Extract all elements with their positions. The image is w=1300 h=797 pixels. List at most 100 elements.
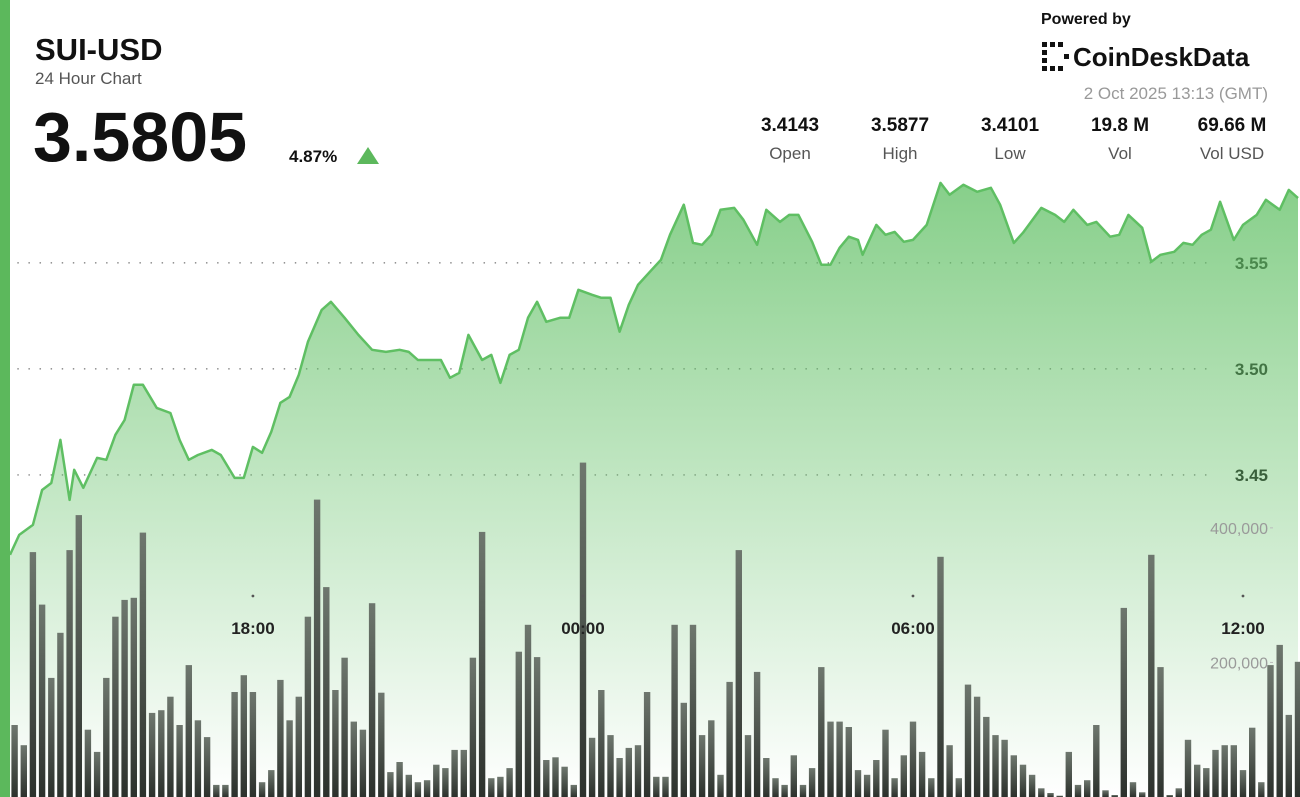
volume-bar [268, 770, 275, 797]
volume-bar [84, 729, 92, 797]
volume-bar [873, 760, 880, 797]
volume-bar [818, 667, 825, 797]
stat-label: Vol USD [1200, 144, 1264, 163]
volume-bar [909, 721, 917, 797]
volume-bar [304, 616, 312, 797]
title: SUI-USD [35, 32, 162, 67]
timestamp: 2 Oct 2025 13:13 (GMT) [1084, 84, 1268, 103]
change: 4.87% [289, 147, 337, 166]
volume-bar [900, 755, 907, 797]
stat-label: High [883, 144, 918, 163]
volume-bar [1120, 607, 1127, 797]
volume-bar [1221, 745, 1228, 797]
volume-bar [130, 597, 137, 797]
volume-bar [313, 499, 321, 797]
volume-bar [203, 737, 211, 797]
volume-bar [57, 632, 64, 797]
stat-value: 3.4143 [761, 115, 819, 136]
volume-bar [1065, 751, 1072, 797]
volume-bar [423, 780, 431, 797]
volume-bar [653, 776, 660, 797]
volume-bar [790, 755, 797, 797]
volume-bar [139, 532, 147, 797]
volume-bar [1184, 739, 1192, 797]
volume-bar [524, 624, 532, 797]
volume-bar [543, 760, 550, 797]
volume-bar [396, 762, 403, 797]
volume-tick-label: 400,000 [1210, 521, 1268, 538]
volume-bar [359, 729, 367, 797]
volume-bar [863, 774, 871, 797]
volume-bar [763, 758, 770, 797]
volume-bar [937, 556, 944, 797]
volume-bar [1294, 661, 1300, 797]
volume-bar [671, 624, 678, 797]
volume-bar [460, 749, 467, 797]
volume-bar [1019, 764, 1027, 797]
brand: CoinDeskData [1073, 42, 1250, 72]
volume-bar [368, 603, 376, 797]
volume-bar [1074, 784, 1082, 797]
volume-bar [1166, 795, 1173, 797]
volume-bar [1102, 790, 1109, 797]
volume-bar [973, 696, 981, 797]
volume-bar [1267, 665, 1274, 797]
volume-bar [442, 768, 449, 797]
stat-value: 3.4101 [981, 115, 1040, 136]
volume-bar [882, 729, 889, 797]
stats: 3.4143 Open 3.5877 High 3.4101 Low 19.8 M Vol 69… [761, 115, 1266, 163]
x-tick-label: 18:00 [231, 619, 274, 638]
volume-bar [277, 679, 284, 797]
volume-bar [433, 764, 440, 797]
volume-bar [1285, 714, 1292, 797]
volume-bar [1084, 780, 1091, 797]
volume-bar [1093, 725, 1100, 797]
volume-bar [708, 720, 715, 797]
volume-bar [478, 531, 486, 797]
price-line [8, 181, 1299, 556]
volume-bar [148, 712, 156, 797]
x-tick-mark [911, 594, 915, 598]
stat-label: Vol [1108, 144, 1132, 163]
volume-bar [662, 776, 669, 797]
volume-bar [1249, 727, 1256, 797]
volume-bar [625, 747, 632, 797]
volume-bar [891, 778, 898, 797]
volume-bar [506, 768, 513, 797]
volume-bar [827, 721, 834, 797]
volume-bar [378, 692, 385, 797]
volume-bar [249, 692, 257, 797]
volume-bar [240, 675, 247, 797]
volume-bar [414, 782, 422, 797]
volume-bar [1276, 644, 1283, 797]
volume-bar [735, 550, 742, 797]
subtitle: 24 Hour Chart [35, 69, 142, 88]
volume-bar [48, 677, 55, 797]
up-arrow [357, 147, 379, 164]
volume-bar [66, 550, 73, 797]
powered-by: Powered by [1041, 11, 1131, 28]
volume-bar [515, 651, 522, 797]
volume-bar [20, 745, 27, 797]
volume-bar [488, 778, 495, 797]
volume-bar [643, 692, 651, 797]
x-tick-mark [251, 594, 255, 598]
stat-value: 3.5877 [871, 115, 929, 136]
volume-bar [167, 696, 174, 797]
volume-bar [552, 757, 559, 797]
volume-bar [11, 725, 18, 797]
volume-bar [570, 784, 577, 797]
volume-bar [854, 770, 862, 797]
volume-bar [680, 702, 687, 797]
volume-bar [799, 784, 807, 797]
volume-bar [689, 624, 697, 797]
volume-bar [1038, 788, 1045, 797]
volume-bar [726, 681, 733, 797]
volume-bar [808, 768, 816, 797]
volume-bar [1111, 795, 1118, 797]
plot: 3.453.503.55200,000400,00018:0000:0006:0… [8, 181, 1300, 797]
volume-bar [1194, 764, 1201, 797]
volume-bar [176, 725, 183, 797]
